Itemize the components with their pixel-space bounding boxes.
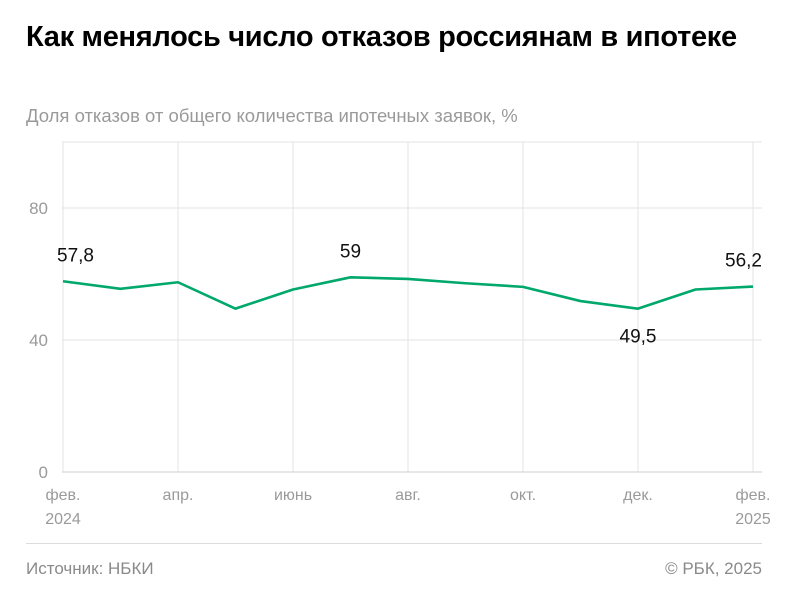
footer-divider [26, 543, 762, 544]
x-tick-label: фев. [45, 487, 80, 504]
copyright-text: © РБК, 2025 [665, 559, 762, 578]
source-text: Источник: НБКИ [26, 559, 154, 578]
x-tick-year: 2024 [45, 511, 81, 528]
chart-title: Как менялось число отказов россиянам в и… [26, 21, 737, 53]
data-label: 56,2 [725, 251, 762, 272]
x-tick-label: авг. [395, 487, 421, 504]
data-label: 49,5 [620, 327, 657, 348]
y-tick-label: 80 [29, 199, 48, 218]
x-tick-label: апр. [163, 487, 194, 504]
x-tick-label: дек. [623, 487, 653, 504]
x-tick-label: фев. [735, 487, 770, 504]
chart-subtitle: Доля отказов от общего количества ипотеч… [26, 105, 518, 126]
y-tick-label: 40 [29, 331, 48, 350]
data-label: 59 [340, 241, 361, 262]
x-tick-year: 2025 [735, 511, 771, 528]
x-tick-label: июнь [274, 487, 312, 504]
x-tick-label: окт. [510, 487, 536, 504]
y-tick-label: 0 [39, 463, 48, 482]
data-label: 57,8 [57, 245, 94, 266]
